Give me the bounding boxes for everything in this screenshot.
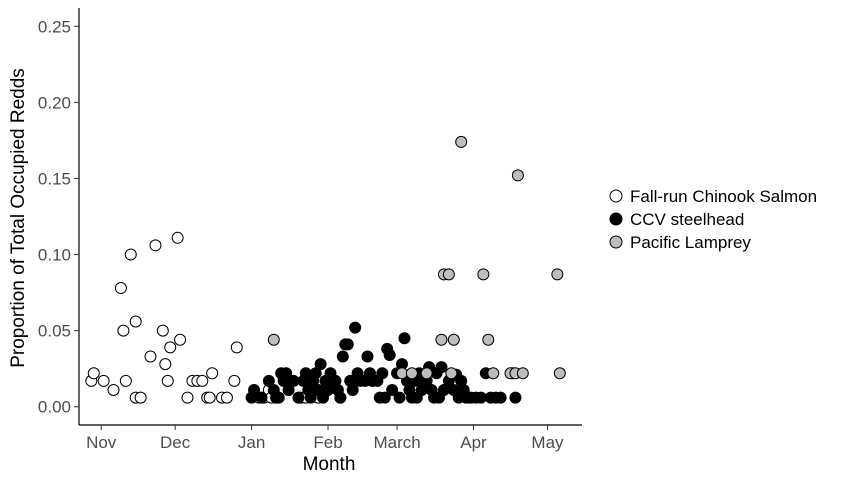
legend-key xyxy=(609,235,623,249)
data-point xyxy=(322,384,335,396)
data-point xyxy=(161,374,174,387)
y-tick-label: 0.00 xyxy=(38,398,71,417)
data-point xyxy=(255,391,268,404)
data-point xyxy=(114,282,127,295)
data-point xyxy=(516,367,529,380)
legend-key xyxy=(609,212,623,226)
x-tick-label: Dec xyxy=(160,433,191,452)
data-point xyxy=(445,367,458,380)
data-point xyxy=(124,248,137,261)
data-point xyxy=(349,321,362,334)
x-tick-label: Nov xyxy=(86,433,117,452)
data-point xyxy=(341,338,354,351)
data-point xyxy=(262,374,275,387)
data-point xyxy=(442,268,455,281)
data-point xyxy=(156,324,169,337)
data-point xyxy=(334,391,347,404)
data-point xyxy=(134,391,147,404)
y-tick-label: 0.25 xyxy=(38,17,71,36)
data-point xyxy=(393,391,406,404)
legend-label: Fall-run Chinook Salmon xyxy=(630,187,817,206)
data-point xyxy=(405,367,418,380)
data-point xyxy=(171,231,184,244)
data-point xyxy=(287,374,300,387)
legend-label: Pacific Lamprey xyxy=(630,233,751,252)
data-point xyxy=(282,384,295,396)
y-axis-title: Proportion of Total Occupied Redds xyxy=(8,68,29,368)
data-point xyxy=(228,374,241,387)
legend: Fall-run Chinook Salmon CCV steelhead Paci… xyxy=(609,187,817,252)
data-point xyxy=(117,324,130,337)
series-1 xyxy=(245,321,522,404)
data-point xyxy=(280,367,293,380)
data-point xyxy=(203,391,216,404)
data-point xyxy=(487,367,500,380)
legend-item: Fall-run Chinook Salmon xyxy=(609,187,817,206)
data-point xyxy=(494,391,507,404)
data-point xyxy=(336,350,349,363)
y-tick-label: 0.05 xyxy=(38,322,71,341)
data-point xyxy=(164,341,177,354)
x-axis-title: Month xyxy=(303,454,356,475)
data-point xyxy=(420,367,433,380)
data-point xyxy=(553,367,566,380)
data-point xyxy=(272,391,285,404)
data-point xyxy=(477,268,490,281)
data-point xyxy=(206,367,219,380)
series-2 xyxy=(267,135,566,380)
legend-item: CCV steelhead xyxy=(609,210,744,229)
data-point xyxy=(144,350,157,363)
data-point xyxy=(87,367,100,380)
x-tick-label: May xyxy=(531,433,564,452)
data-point xyxy=(129,315,142,328)
data-point xyxy=(378,391,391,404)
x-tick-label: March xyxy=(373,433,420,452)
y-tick-label: 0.15 xyxy=(38,169,71,188)
data-point xyxy=(435,361,448,374)
x-tick-label: Jan xyxy=(238,433,265,452)
data-point xyxy=(267,333,280,346)
legend-key xyxy=(609,189,623,203)
data-point xyxy=(181,391,194,404)
data-point xyxy=(551,268,564,281)
data-point xyxy=(447,333,460,346)
data-point xyxy=(159,358,172,371)
data-point xyxy=(509,391,522,404)
data-point xyxy=(511,169,524,182)
data-point xyxy=(292,391,305,404)
data-point xyxy=(248,384,261,396)
data-point xyxy=(435,333,448,346)
y-tick-label: 0.10 xyxy=(38,246,71,265)
data-point xyxy=(119,374,132,387)
data-point xyxy=(149,239,162,252)
data-point xyxy=(346,384,359,396)
legend-item: Pacific Lamprey xyxy=(609,233,751,252)
data-point xyxy=(376,367,389,380)
axes: 0.00 0.05 0.10 0.15 0.20 0.25 Nov Dec Jan Feb Marc… xyxy=(38,8,582,452)
data-point xyxy=(304,391,317,404)
data-point xyxy=(398,332,411,345)
data-point xyxy=(220,391,233,404)
data-point xyxy=(482,333,495,346)
data-point xyxy=(107,384,120,396)
data-point xyxy=(455,135,468,148)
data-point xyxy=(396,367,408,380)
data-point xyxy=(196,374,209,387)
data-point xyxy=(230,341,243,354)
plot-points xyxy=(85,135,566,404)
data-point xyxy=(97,374,110,387)
data-point xyxy=(314,358,327,371)
data-point xyxy=(309,367,322,380)
data-point xyxy=(361,350,374,363)
x-tick-label: Feb xyxy=(313,433,342,452)
data-point xyxy=(383,348,396,361)
data-point xyxy=(474,391,487,404)
x-tick-label: Apr xyxy=(460,433,487,452)
data-point xyxy=(386,384,399,396)
data-point xyxy=(174,333,187,346)
legend-label: CCV steelhead xyxy=(630,210,744,229)
y-tick-label: 0.20 xyxy=(38,93,71,112)
